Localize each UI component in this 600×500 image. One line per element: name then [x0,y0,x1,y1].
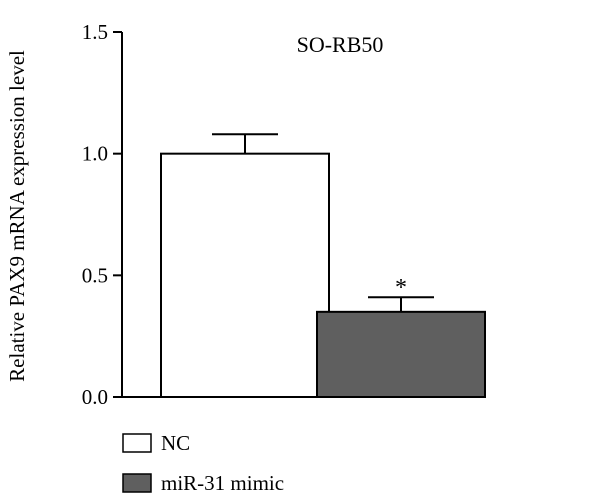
legend-swatch [122,433,152,453]
y-axis-label: Relative PAX9 mRNA expression level [5,50,29,382]
bar-nc [160,152,330,398]
chart-title: SO-RB50 [297,32,384,57]
y-tick-label: 0.0 [82,385,108,409]
y-ticks: 0.0 0.5 1.0 1.5 [82,20,122,409]
legend: NC miR-31 mimic [122,431,284,495]
legend-label: miR-31 mimic [161,471,284,495]
y-tick-label: 1.0 [82,142,108,166]
y-tick-label: 0.5 [82,263,108,287]
bar-mir-31-mimic [316,310,486,399]
y-tick-label: 1.5 [82,20,108,44]
legend-swatch [122,473,152,493]
legend-label: NC [161,431,190,455]
bars: * [160,133,486,399]
significance-marker: * [395,275,407,301]
